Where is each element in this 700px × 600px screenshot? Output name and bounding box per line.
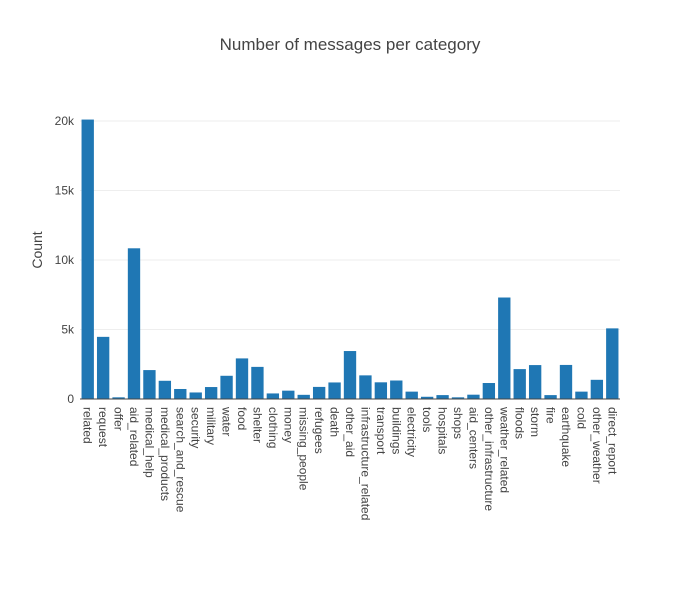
x-tick-label: floods (513, 407, 527, 439)
x-tick-label: related (81, 407, 95, 444)
x-tick-label: storm (528, 407, 542, 437)
x-tick-label: electricity (405, 407, 419, 457)
bar-food[interactable] (235, 358, 249, 399)
bar-buildings[interactable] (390, 380, 403, 399)
bars (81, 119, 619, 399)
x-tick-label: search_and_rescue (173, 407, 187, 513)
x-tick-label: security (189, 407, 203, 448)
x-tick-label: money (281, 407, 295, 443)
x-tick-label: missing_people (297, 407, 311, 491)
y-tick-labels: 0 5k 10k 15k 20k (55, 114, 75, 406)
bar-storm[interactable] (528, 365, 542, 399)
bar-direct-report[interactable] (606, 328, 619, 399)
y-axis-label: Count (29, 231, 45, 268)
bar-offer[interactable] (112, 397, 125, 399)
y-tick-label: 10k (55, 253, 75, 267)
x-tick-label: clothing (266, 407, 280, 448)
x-tick-label: weather_related (497, 406, 511, 493)
bar-request[interactable] (96, 336, 110, 399)
bar-transport[interactable] (374, 382, 388, 399)
x-tick-label: direct_report (605, 407, 619, 475)
bar-related[interactable] (81, 119, 94, 399)
x-tick-label: cold (574, 407, 588, 429)
x-tick-label: earthquake (559, 407, 573, 467)
bar-water[interactable] (220, 375, 233, 399)
gridlines (80, 120, 620, 330)
bar-medical-help[interactable] (143, 370, 156, 399)
bar-other-infrastructure[interactable] (482, 383, 496, 399)
chart-title: Number of messages per category (220, 35, 481, 54)
bar-weather-related[interactable] (498, 297, 511, 399)
x-tick-label: infrastructure_related (358, 407, 372, 520)
x-tick-label: water (220, 406, 234, 436)
bar-search-and-rescue[interactable] (174, 388, 187, 399)
y-tick-label: 5k (61, 322, 75, 336)
x-tick-label: medical_help (142, 407, 156, 478)
bar-medical-products[interactable] (158, 380, 172, 399)
x-tick-label: buildings (389, 407, 403, 454)
x-tick-label: tools (420, 407, 434, 432)
bar-floods[interactable] (513, 369, 526, 399)
x-tick-label: other_infrastructure (482, 407, 496, 511)
x-tick-label: request (96, 407, 110, 448)
bar-missing-people[interactable] (297, 394, 310, 399)
bar-shops[interactable] (451, 397, 465, 399)
bar-aid-related[interactable] (127, 248, 141, 399)
x-tick-label: military (204, 407, 218, 445)
y-tick-label: 0 (67, 392, 74, 406)
bar-infrastructure-related[interactable] (359, 375, 372, 399)
bar-money[interactable] (282, 390, 295, 399)
x-tick-label: other_weather (590, 407, 604, 484)
bar-military[interactable] (204, 387, 218, 399)
x-tick-label: shops (451, 407, 465, 439)
bar-shelter[interactable] (251, 366, 264, 399)
bar-cold[interactable] (575, 391, 588, 399)
x-tick-label: shelter (250, 407, 264, 443)
bar-security[interactable] (189, 392, 202, 399)
x-tick-label: food (235, 407, 249, 430)
x-tick-label: death (328, 407, 342, 437)
bar-other-weather[interactable] (590, 379, 604, 399)
x-tick-label: hospitals (436, 407, 450, 454)
x-tick-label: medical_products (158, 407, 172, 501)
y-tick-label: 15k (55, 183, 75, 197)
x-tick-label: fire (544, 407, 558, 424)
x-tick-labels: related request offer aid_related medical_he… (81, 406, 620, 520)
x-tick-label: offer (112, 407, 126, 431)
bar-refugees[interactable] (312, 386, 326, 399)
bar-death[interactable] (328, 382, 341, 399)
bar-other-aid[interactable] (343, 351, 357, 399)
x-tick-label: other_aid (343, 407, 357, 457)
bar-electricity[interactable] (405, 391, 418, 399)
bar-clothing[interactable] (266, 393, 280, 399)
bar-tools[interactable] (420, 396, 434, 399)
y-tick-label: 20k (55, 114, 75, 128)
x-tick-label: transport (374, 407, 388, 455)
bar-hospitals[interactable] (436, 395, 449, 399)
bar-earthquake[interactable] (559, 364, 573, 399)
bar-fire[interactable] (544, 395, 557, 399)
x-tick-label: aid_related (127, 407, 141, 466)
bar-aid-centers[interactable] (467, 394, 480, 399)
x-tick-label: refugees (312, 407, 326, 454)
x-tick-label: aid_centers (466, 407, 480, 469)
